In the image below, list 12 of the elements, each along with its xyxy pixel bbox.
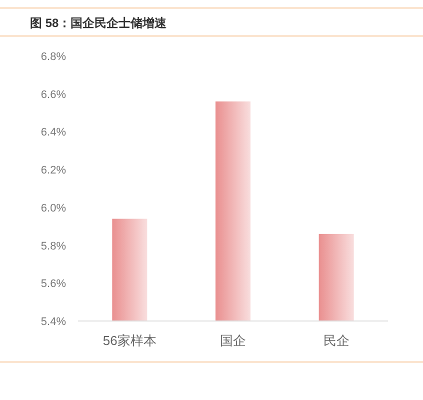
y-tick-label: 6.4% bbox=[40, 126, 66, 139]
y-tick-label: 6.2% bbox=[40, 164, 66, 177]
y-tick-label: 6.6% bbox=[40, 88, 66, 101]
y-tick-label: 5.4% bbox=[40, 316, 66, 328]
x-tick-label: 国企 bbox=[220, 333, 246, 348]
y-tick-label: 6.0% bbox=[40, 202, 66, 214]
x-tick-label: 56家样本 bbox=[102, 333, 156, 348]
chart-title: 图 58：国企民企士储增速 bbox=[30, 16, 168, 30]
y-tick-label: 5.6% bbox=[40, 278, 66, 290]
x-tick-label: 民企 bbox=[323, 333, 350, 348]
y-tick-label: 5.8% bbox=[40, 240, 66, 252]
y-tick-label: 6.8% bbox=[40, 51, 66, 63]
